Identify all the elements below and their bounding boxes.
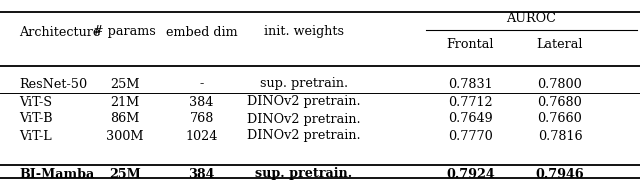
Text: 25M: 25M <box>109 167 141 181</box>
Text: embed dim: embed dim <box>166 26 237 38</box>
Text: 0.7680: 0.7680 <box>538 95 582 109</box>
Text: 0.7712: 0.7712 <box>448 95 493 109</box>
Text: ViT-B: ViT-B <box>19 112 52 125</box>
Text: Frontal: Frontal <box>447 38 494 50</box>
Text: 21M: 21M <box>110 95 140 109</box>
Text: 0.7800: 0.7800 <box>538 77 582 91</box>
Text: 0.7816: 0.7816 <box>538 130 582 142</box>
Text: Lateral: Lateral <box>537 38 583 50</box>
Text: 25M: 25M <box>110 77 140 91</box>
Text: init. weights: init. weights <box>264 26 344 38</box>
Text: sup. pretrain.: sup. pretrain. <box>260 77 348 91</box>
Text: 300M: 300M <box>106 130 143 142</box>
Text: DINOv2 pretrain.: DINOv2 pretrain. <box>247 130 361 142</box>
Text: 384: 384 <box>189 95 214 109</box>
Text: 0.7649: 0.7649 <box>448 112 493 125</box>
Text: DINOv2 pretrain.: DINOv2 pretrain. <box>247 112 361 125</box>
Text: -: - <box>200 77 204 91</box>
Text: 384: 384 <box>188 167 215 181</box>
Text: ResNet-50: ResNet-50 <box>19 77 87 91</box>
Text: sup. pretrain.: sup. pretrain. <box>255 167 353 181</box>
Text: Architecture: Architecture <box>19 26 100 38</box>
Text: 1024: 1024 <box>186 130 218 142</box>
Text: 0.7660: 0.7660 <box>538 112 582 125</box>
Text: 768: 768 <box>189 112 214 125</box>
Text: DINOv2 pretrain.: DINOv2 pretrain. <box>247 95 361 109</box>
Text: BI-Mamba: BI-Mamba <box>19 167 95 181</box>
Text: 0.7770: 0.7770 <box>448 130 493 142</box>
Text: 0.7946: 0.7946 <box>536 167 584 181</box>
Text: AUROC: AUROC <box>506 13 556 26</box>
Text: 0.7831: 0.7831 <box>448 77 493 91</box>
Text: 0.7924: 0.7924 <box>446 167 495 181</box>
Text: # params: # params <box>93 26 156 38</box>
Text: 86M: 86M <box>110 112 140 125</box>
Text: ViT-L: ViT-L <box>19 130 52 142</box>
Text: ViT-S: ViT-S <box>19 95 52 109</box>
